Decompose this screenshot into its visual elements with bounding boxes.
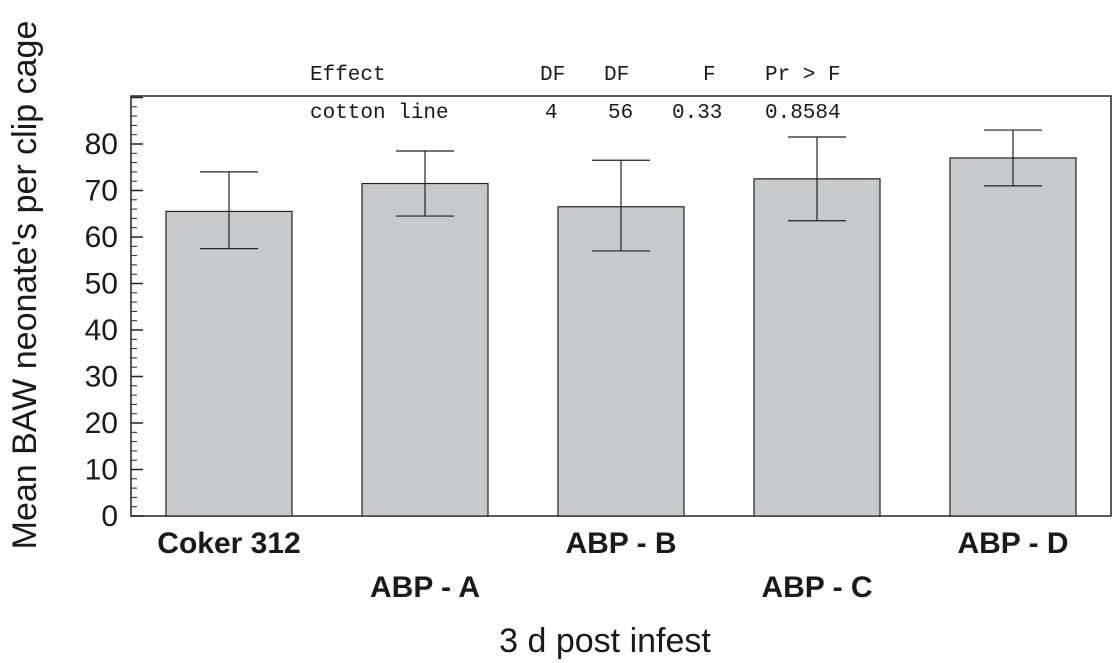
bar bbox=[557, 206, 685, 517]
x-category-label: ABP - B bbox=[565, 527, 676, 560]
bar bbox=[165, 210, 293, 517]
bar bbox=[361, 182, 489, 517]
anova-header-effect: Effect bbox=[310, 64, 386, 87]
x-category-label: Coker 312 bbox=[157, 527, 300, 560]
anova-row-effect: cotton line bbox=[310, 102, 449, 125]
anova-header-p: Pr > F bbox=[765, 64, 841, 87]
anova-row-p: 0.8584 bbox=[765, 102, 841, 125]
y-axis-tick-labels: 0 10 20 30 40 50 60 70 80 bbox=[85, 128, 118, 533]
anova-row-f: 0.33 bbox=[672, 102, 722, 125]
y-tick-label: 30 bbox=[85, 361, 118, 394]
y-tick-label: 60 bbox=[85, 221, 118, 254]
y-tick-label: 50 bbox=[85, 268, 118, 301]
error-bar bbox=[396, 150, 454, 217]
x-category-label: ABP - A bbox=[370, 571, 480, 604]
anova-header-df1: DF bbox=[540, 64, 565, 87]
y-axis-ticks bbox=[131, 96, 143, 517]
error-bar bbox=[984, 129, 1042, 187]
x-axis-title: 3 d post infest bbox=[499, 622, 711, 660]
x-category-label: ABP - D bbox=[957, 527, 1068, 560]
x-category-label: ABP - C bbox=[761, 571, 872, 604]
y-tick-label: 40 bbox=[85, 314, 118, 347]
error-bars bbox=[200, 129, 1042, 252]
x-axis-category-labels: Coker 312 ABP - A ABP - B ABP - C ABP - D bbox=[157, 527, 1068, 604]
bar bbox=[753, 178, 881, 517]
y-tick-label: 20 bbox=[85, 407, 118, 440]
error-bar bbox=[788, 136, 846, 222]
y-tick-label: 0 bbox=[101, 500, 118, 533]
bar bbox=[949, 157, 1077, 517]
anova-header-f: F bbox=[703, 64, 716, 87]
anova-table: Effect DF DF F Pr > F cotton line 4 56 0… bbox=[310, 64, 841, 125]
anova-row-df2: 56 bbox=[608, 102, 633, 125]
y-tick-label: 10 bbox=[85, 454, 118, 487]
anova-row-df1: 4 bbox=[545, 102, 558, 125]
bars bbox=[165, 157, 1077, 517]
y-axis-title: Mean BAW neonate's per clip cage bbox=[6, 21, 44, 550]
y-tick-label: 70 bbox=[85, 175, 118, 208]
error-bar bbox=[592, 159, 650, 252]
anova-header-df2: DF bbox=[604, 64, 629, 87]
error-bar bbox=[200, 171, 258, 250]
y-tick-label: 80 bbox=[85, 128, 118, 161]
